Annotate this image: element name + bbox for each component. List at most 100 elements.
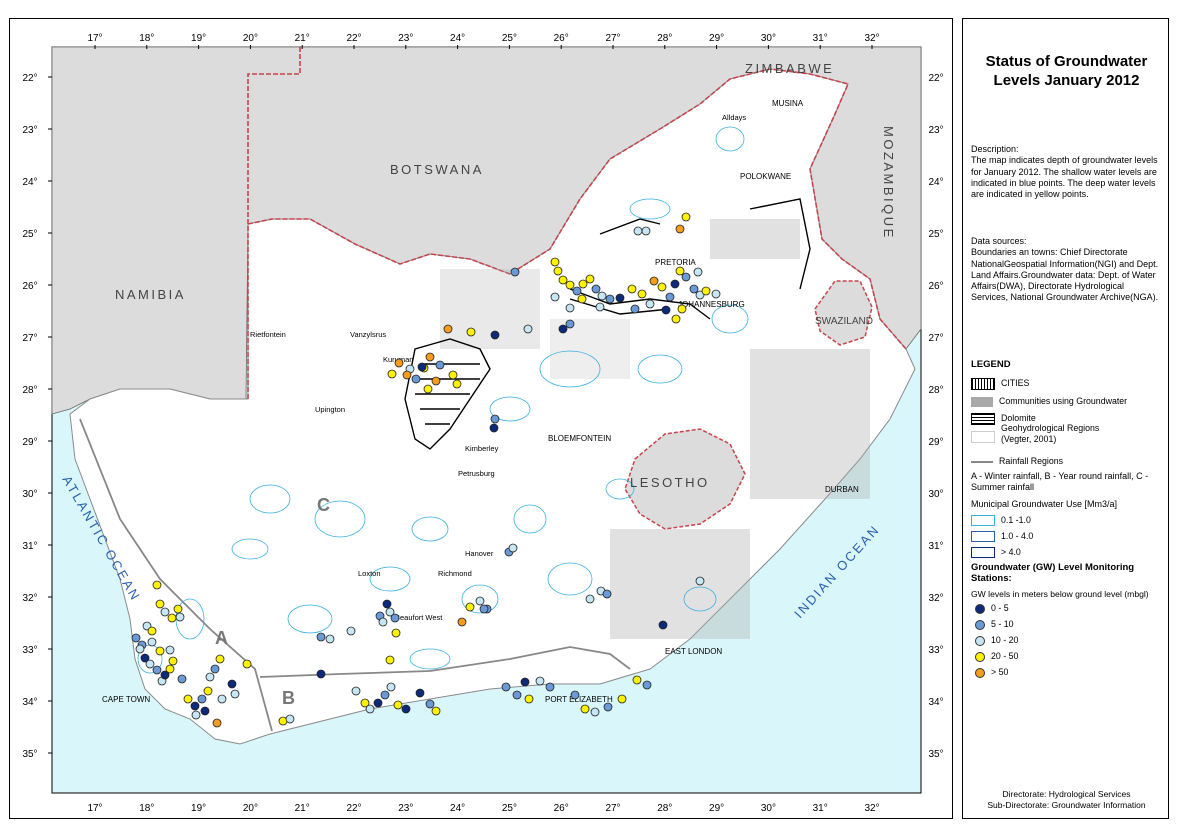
monitoring-station[interactable]	[165, 645, 175, 655]
monitoring-station[interactable]	[165, 664, 175, 674]
monitoring-station[interactable]	[553, 266, 563, 276]
monitoring-station[interactable]	[373, 698, 383, 708]
monitoring-station[interactable]	[510, 267, 520, 277]
monitoring-station[interactable]	[387, 369, 397, 379]
monitoring-station[interactable]	[645, 299, 655, 309]
monitoring-station[interactable]	[617, 694, 627, 704]
monitoring-station[interactable]	[671, 314, 681, 324]
monitoring-station[interactable]	[490, 330, 500, 340]
monitoring-station[interactable]	[391, 628, 401, 638]
monitoring-station[interactable]	[402, 370, 412, 380]
monitoring-station[interactable]	[675, 266, 685, 276]
monitoring-station[interactable]	[217, 694, 227, 704]
monitoring-station[interactable]	[152, 665, 162, 675]
monitoring-station[interactable]	[585, 594, 595, 604]
monitoring-station[interactable]	[591, 284, 601, 294]
monitoring-station[interactable]	[565, 303, 575, 313]
monitoring-station[interactable]	[191, 710, 201, 720]
monitoring-station[interactable]	[550, 257, 560, 267]
monitoring-station[interactable]	[577, 294, 587, 304]
monitoring-station[interactable]	[390, 613, 400, 623]
monitoring-station[interactable]	[346, 626, 356, 636]
monitoring-station[interactable]	[382, 599, 392, 609]
monitoring-station[interactable]	[227, 679, 237, 689]
monitoring-station[interactable]	[145, 659, 155, 669]
monitoring-station[interactable]	[633, 226, 643, 236]
monitoring-station[interactable]	[378, 617, 388, 627]
monitoring-station[interactable]	[580, 704, 590, 714]
monitoring-station[interactable]	[602, 589, 612, 599]
monitoring-station[interactable]	[215, 654, 225, 664]
monitoring-station[interactable]	[535, 676, 545, 686]
monitoring-station[interactable]	[173, 604, 183, 614]
monitoring-station[interactable]	[632, 675, 642, 685]
monitoring-station[interactable]	[550, 292, 560, 302]
monitoring-station[interactable]	[175, 612, 185, 622]
monitoring-station[interactable]	[212, 718, 222, 728]
monitoring-station[interactable]	[649, 276, 659, 286]
monitoring-station[interactable]	[325, 634, 335, 644]
monitoring-station[interactable]	[524, 694, 534, 704]
monitoring-station[interactable]	[695, 290, 705, 300]
monitoring-station[interactable]	[677, 304, 687, 314]
monitoring-station[interactable]	[711, 289, 721, 299]
monitoring-station[interactable]	[570, 690, 580, 700]
monitoring-station[interactable]	[479, 604, 489, 614]
monitoring-station[interactable]	[590, 707, 600, 717]
monitoring-station[interactable]	[545, 682, 555, 692]
monitoring-station[interactable]	[167, 613, 177, 623]
monitoring-station[interactable]	[443, 324, 453, 334]
monitoring-station[interactable]	[203, 686, 213, 696]
monitoring-station[interactable]	[681, 272, 691, 282]
monitoring-station[interactable]	[411, 374, 421, 384]
monitoring-station[interactable]	[190, 701, 200, 711]
monitoring-station[interactable]	[417, 362, 427, 372]
monitoring-station[interactable]	[695, 576, 705, 586]
monitoring-station[interactable]	[512, 690, 522, 700]
monitoring-station[interactable]	[658, 620, 668, 630]
monitoring-station[interactable]	[670, 279, 680, 289]
monitoring-station[interactable]	[665, 292, 675, 302]
monitoring-station[interactable]	[423, 384, 433, 394]
monitoring-station[interactable]	[285, 714, 295, 724]
monitoring-station[interactable]	[365, 704, 375, 714]
monitoring-station[interactable]	[200, 706, 210, 716]
monitoring-station[interactable]	[205, 672, 215, 682]
monitoring-station[interactable]	[578, 279, 588, 289]
monitoring-station[interactable]	[386, 682, 396, 692]
monitoring-station[interactable]	[490, 414, 500, 424]
monitoring-station[interactable]	[615, 293, 625, 303]
monitoring-station[interactable]	[689, 284, 699, 294]
monitoring-station[interactable]	[435, 360, 445, 370]
monitoring-station[interactable]	[197, 694, 207, 704]
monitoring-station[interactable]	[431, 376, 441, 386]
monitoring-station[interactable]	[155, 599, 165, 609]
monitoring-station[interactable]	[452, 379, 462, 389]
monitoring-station[interactable]	[681, 212, 691, 222]
monitoring-station[interactable]	[637, 289, 647, 299]
monitoring-station[interactable]	[489, 423, 499, 433]
monitoring-station[interactable]	[465, 602, 475, 612]
monitoring-station[interactable]	[558, 324, 568, 334]
monitoring-station[interactable]	[394, 358, 404, 368]
monitoring-station[interactable]	[630, 304, 640, 314]
monitoring-station[interactable]	[657, 282, 667, 292]
monitoring-station[interactable]	[585, 274, 595, 284]
monitoring-station[interactable]	[457, 617, 467, 627]
monitoring-station[interactable]	[565, 319, 575, 329]
monitoring-station[interactable]	[572, 286, 582, 296]
monitoring-station[interactable]	[155, 646, 165, 656]
monitoring-station[interactable]	[385, 655, 395, 665]
monitoring-station[interactable]	[160, 670, 170, 680]
monitoring-station[interactable]	[385, 607, 395, 617]
monitoring-station[interactable]	[415, 688, 425, 698]
monitoring-station[interactable]	[168, 656, 178, 666]
monitoring-station[interactable]	[183, 694, 193, 704]
monitoring-station[interactable]	[131, 633, 141, 643]
monitoring-station[interactable]	[316, 632, 326, 642]
monitoring-station[interactable]	[431, 706, 441, 716]
monitoring-station[interactable]	[603, 702, 613, 712]
monitoring-station[interactable]	[627, 284, 637, 294]
monitoring-station[interactable]	[565, 280, 575, 290]
monitoring-station[interactable]	[425, 699, 435, 709]
